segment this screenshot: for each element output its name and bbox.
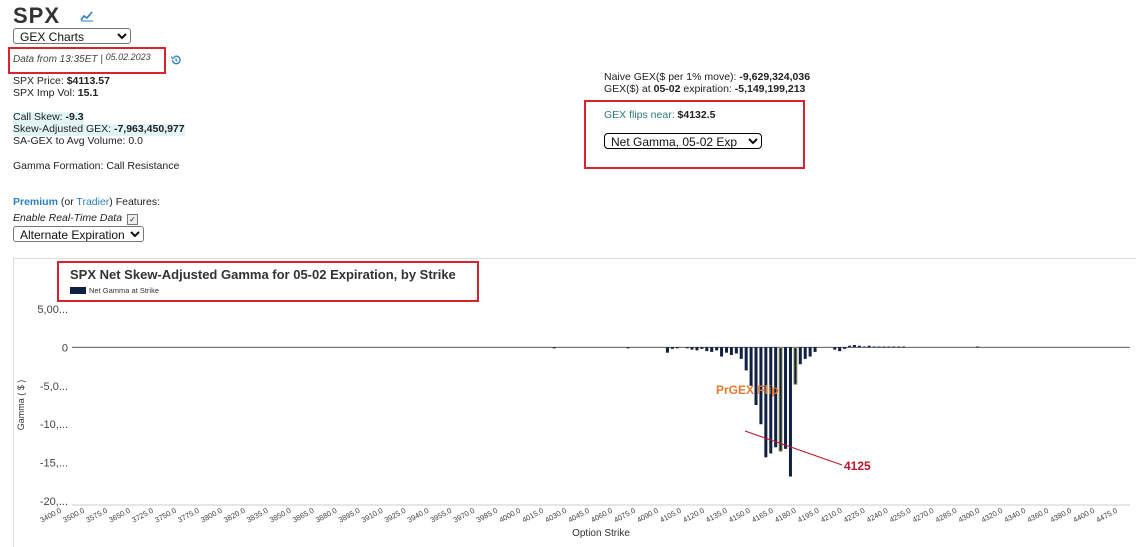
premium-link[interactable]: Premium bbox=[13, 196, 58, 208]
history-icon[interactable] bbox=[170, 54, 182, 66]
chart-title: SPX Net Skew-Adjusted Gamma for 05-02 Ex… bbox=[70, 267, 456, 282]
sa-gex-label: Skew-Adjusted GEX: bbox=[13, 123, 114, 135]
gex-label: GEX($) at bbox=[604, 83, 654, 95]
gex-flip-value: $4132.5 bbox=[677, 109, 716, 121]
alternate-expiration-select[interactable]: Alternate Expiration bbox=[13, 226, 144, 242]
premium-features: Premium (or Tradier) Features: bbox=[13, 196, 160, 208]
gex-flip-label: GEX flips near: bbox=[604, 109, 678, 121]
spx-price-label: SPX Price: bbox=[13, 75, 67, 87]
chart-title-highlight bbox=[57, 261, 479, 302]
gex-expiration: 05-02 bbox=[653, 83, 681, 95]
data-timestamp: Data from 13:35ET | 05.02.2023 bbox=[13, 52, 151, 65]
spx-price-value: $4113.57 bbox=[66, 75, 110, 87]
gex-flip: GEX flips near: $4132.5 bbox=[604, 109, 716, 121]
chart-type-select[interactable]: GEX Charts bbox=[13, 28, 131, 44]
chart-panel bbox=[13, 258, 1136, 547]
legend-swatch bbox=[70, 287, 86, 294]
call-skew: Call Skew: -9.3 bbox=[13, 111, 84, 124]
spx-price: SPX Price: $4113.57 bbox=[13, 75, 110, 88]
realtime-row: Enable Real-Time Data ✓ bbox=[13, 212, 138, 225]
trend-chart-icon[interactable] bbox=[80, 10, 94, 22]
data-date: 05.02.2023 bbox=[105, 52, 151, 62]
call-skew-value: -9.3 bbox=[65, 111, 84, 123]
naive-gex-value: -9,629,324,036 bbox=[739, 71, 811, 83]
call-skew-label: Call Skew: bbox=[13, 111, 66, 123]
gamma-formation: Gamma Formation: Call Resistance bbox=[13, 160, 180, 172]
sa-gex-value: -7,963,450,977 bbox=[113, 123, 185, 135]
or-text: (or bbox=[57, 196, 77, 208]
gex-label-2: expiration: bbox=[680, 83, 735, 95]
naive-gex: Naive GEX($ per 1% move): -9,629,324,036 bbox=[604, 71, 811, 84]
gex-value: -5,149,199,213 bbox=[734, 83, 806, 95]
naive-gex-label: Naive GEX($ per 1% move): bbox=[604, 71, 740, 83]
gex-at-expiration: GEX($) at 05-02 expiration: -5,149,199,2… bbox=[604, 83, 806, 96]
spx-imp-vol-value: 15.1 bbox=[77, 87, 99, 99]
spx-imp-vol: SPX Imp Vol: 15.1 bbox=[13, 87, 99, 100]
data-timestamp-highlight bbox=[8, 47, 166, 74]
ticker-title: SPX bbox=[13, 3, 61, 28]
chart-legend: Net Gamma at Strike bbox=[70, 286, 159, 295]
realtime-checkbox[interactable]: ✓ bbox=[126, 214, 138, 225]
net-gamma-select[interactable]: Net Gamma, 05-02 Exp bbox=[604, 133, 762, 149]
gex-flip-highlight bbox=[584, 100, 805, 169]
spx-imp-vol-label: SPX Imp Vol: bbox=[13, 87, 78, 99]
skew-adjusted-gex: Skew-Adjusted GEX: -7,963,450,977 bbox=[13, 123, 185, 136]
sa-gex-avg-volume: SA-GEX to Avg Volume: 0.0 bbox=[13, 135, 143, 147]
features-text: ) Features: bbox=[109, 196, 161, 208]
data-from-text: Data from 13:35ET | bbox=[13, 54, 103, 65]
tradier-link[interactable]: Tradier bbox=[76, 196, 110, 208]
realtime-label: Enable Real-Time Data bbox=[13, 212, 123, 224]
legend-label: Net Gamma at Strike bbox=[89, 286, 160, 295]
